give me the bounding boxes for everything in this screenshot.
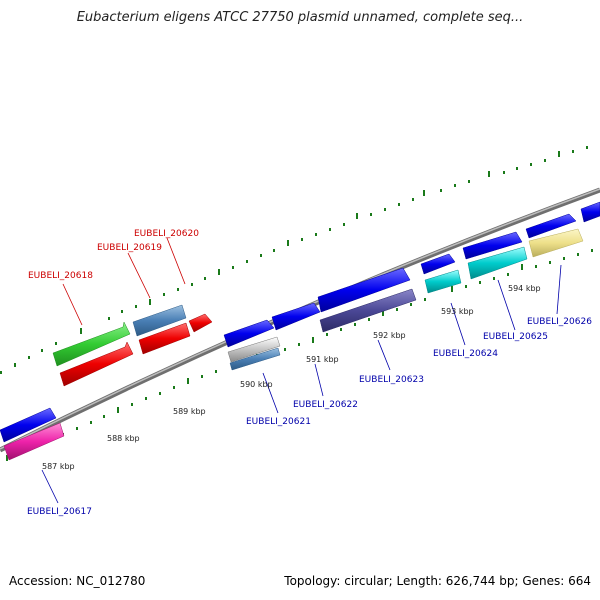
- genome-summary-text: Topology: circular; Length: 626,744 bp; …: [284, 574, 591, 588]
- gene-label-reverse[interactable]: EUBELI_20621: [246, 417, 311, 427]
- scale-label: 590 kbp: [240, 380, 273, 389]
- gene-label-reverse[interactable]: EUBELI_20617: [27, 507, 92, 517]
- gene-label-reverse[interactable]: EUBELI_20625: [483, 332, 548, 342]
- gene-arrow-eubeli-20626[interactable]: [528, 228, 584, 258]
- gene-label-reverse[interactable]: EUBELI_20622: [293, 400, 358, 410]
- gene-arrow-row[interactable]: [0, 201, 600, 443]
- gene-label-reverse[interactable]: EUBELI_20623: [359, 375, 424, 385]
- gene-arrow-eubeli-20618[interactable]: [52, 321, 134, 387]
- gene-arrow-eubeli-20619[interactable]: [132, 304, 191, 355]
- label-leader-lines: [41, 237, 562, 504]
- scale-label: 592 kbp: [373, 331, 406, 340]
- scale-label: 593 kbp: [441, 307, 474, 316]
- gene-label-forward[interactable]: EUBELI_20618: [28, 271, 93, 281]
- gene-arrow-eubeli-20625[interactable]: [467, 246, 528, 280]
- accession-text: Accession: NC_012780: [9, 574, 146, 588]
- gene-label-reverse[interactable]: EUBELI_20624: [433, 349, 498, 359]
- gene-label-forward[interactable]: EUBELI_20620: [134, 229, 199, 239]
- scale-label: 587 kbp: [42, 462, 75, 471]
- scale-label: 591 kbp: [306, 355, 339, 364]
- upper-tick-track: [0, 146, 588, 374]
- gene-arrow-eubeli-20617[interactable]: [3, 422, 65, 461]
- gene-arrow-eubeli-20620[interactable]: [188, 313, 213, 333]
- gene-label-reverse[interactable]: EUBELI_20626: [527, 317, 592, 327]
- gene-label-forward[interactable]: EUBELI_20619: [97, 243, 162, 253]
- gene-arrow-eubeli-20621[interactable]: [227, 336, 281, 371]
- gene-arrow-eubeli-20624[interactable]: [424, 269, 462, 294]
- map-title: Eubacterium eligens ATCC 27750 plasmid u…: [76, 10, 524, 25]
- lower-tick-track: [6, 249, 593, 461]
- gene-arrow-eubeli-20623[interactable]: [319, 288, 417, 333]
- scale-label: 594 kbp: [508, 284, 541, 293]
- scale-label: 588 kbp: [107, 434, 140, 443]
- scale-label: 589 kbp: [173, 407, 206, 416]
